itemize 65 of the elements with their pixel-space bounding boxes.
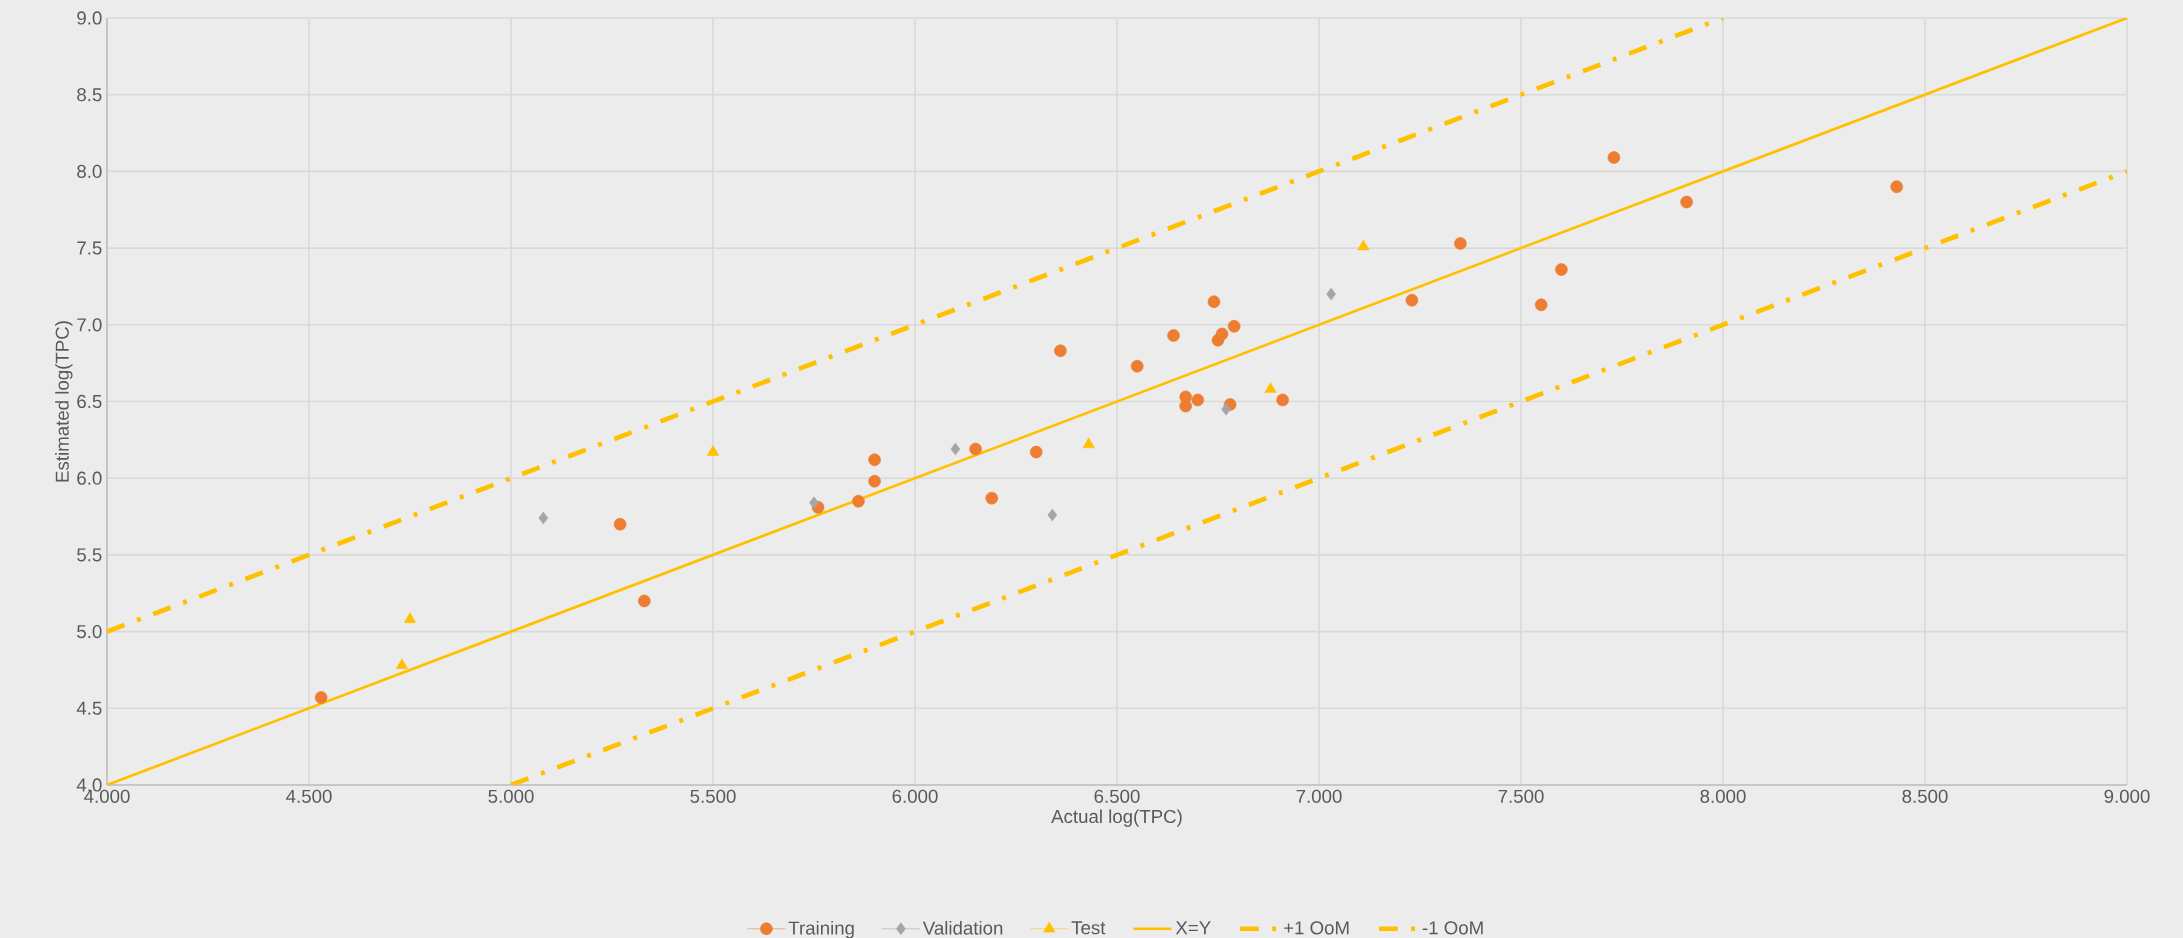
point <box>868 474 881 488</box>
legend-label: Training <box>788 920 854 938</box>
point <box>1555 263 1568 276</box>
point <box>314 691 328 704</box>
legend-label: Test <box>1071 921 1106 935</box>
legend-label: X=Y <box>1175 921 1211 935</box>
y-tick-label: 8.5 <box>77 88 102 102</box>
point <box>638 594 651 608</box>
point <box>1227 320 1241 333</box>
y-tick-label: 7.0 <box>77 318 102 332</box>
point <box>1191 393 1205 407</box>
point <box>1264 382 1277 393</box>
point <box>1680 195 1693 209</box>
legend-label: -1 OoM <box>1422 921 1483 935</box>
y-tick-label: 9.0 <box>77 11 102 25</box>
y-tick-label: 8.0 <box>77 164 102 178</box>
point <box>395 658 408 669</box>
point <box>1454 237 1467 250</box>
x-tick-label: 6.500 <box>1094 789 1140 803</box>
point <box>1607 151 1621 164</box>
point <box>403 612 417 623</box>
point <box>969 442 982 456</box>
point <box>1534 298 1548 312</box>
x-tick-label: 5.500 <box>690 789 736 803</box>
x-tick-label: 9.000 <box>2104 789 2150 803</box>
x-tick-label: 4.500 <box>286 789 332 803</box>
x-tick-label: 8.500 <box>1902 789 1948 803</box>
x-tick-label: 7.000 <box>1296 789 1342 803</box>
point <box>1082 437 1095 449</box>
point <box>1054 344 1067 358</box>
y-axis-title: Estimated log(TPC) <box>55 321 73 482</box>
point <box>1276 393 1289 407</box>
x-tick-label: 5.000 <box>488 789 534 803</box>
y-tick-label: 5.5 <box>77 548 102 562</box>
point <box>985 491 999 505</box>
x-tick-label: 6.000 <box>892 789 938 803</box>
point <box>852 494 865 508</box>
legend-label: +1 OoM <box>1284 921 1349 935</box>
x-axis-title: Actual log(TPC) <box>1051 809 1182 827</box>
point <box>1207 295 1221 309</box>
point <box>809 496 819 509</box>
point <box>1405 293 1419 307</box>
point <box>706 445 720 456</box>
point <box>1326 287 1336 301</box>
point <box>868 453 881 467</box>
point <box>1047 508 1058 522</box>
point <box>1167 329 1180 342</box>
y-tick-label: 5.0 <box>77 624 102 639</box>
point <box>1179 390 1192 404</box>
y-tick-label: 4.5 <box>76 701 102 715</box>
y-tick-label: 6.5 <box>77 394 102 409</box>
y-tick-label: 7.5 <box>77 241 102 255</box>
point <box>950 442 961 456</box>
point <box>1357 239 1370 251</box>
point <box>1890 180 1903 193</box>
y-tick-label: 6.0 <box>77 471 102 485</box>
point <box>613 517 627 531</box>
legend-label: Validation <box>922 920 1003 935</box>
point <box>1130 359 1144 373</box>
point <box>1029 445 1043 459</box>
x-tick-label: 7.500 <box>1498 789 1544 803</box>
x-tick-label: 8.000 <box>1700 789 1746 803</box>
point <box>1215 327 1229 341</box>
point <box>1221 402 1231 416</box>
point <box>538 511 549 525</box>
